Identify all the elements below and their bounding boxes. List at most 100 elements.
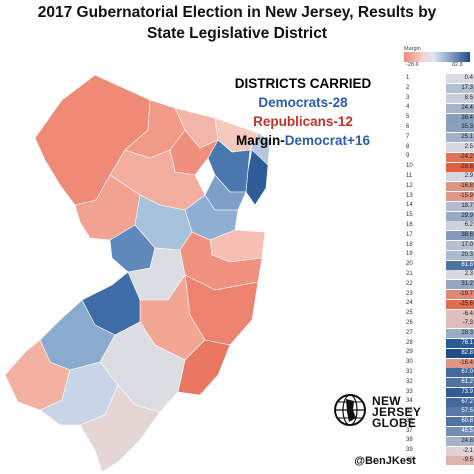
- district-row: 29 82.8: [404, 348, 474, 358]
- district-number: 33: [406, 388, 413, 395]
- summary-margin-value: Democrat+16: [284, 133, 370, 148]
- district-margin-value: -24.2: [459, 153, 473, 160]
- district-margin-value: 28.3: [461, 330, 473, 337]
- district-number: 32: [406, 378, 413, 385]
- district-row: 35 57.5: [404, 407, 474, 417]
- logo-line-2: JERSEY: [372, 405, 422, 419]
- district-margin-value: 0.4: [464, 75, 473, 82]
- district-number: 23: [406, 290, 413, 297]
- district-margin-cell: 82.8: [446, 348, 474, 358]
- district-row: 32 61.2: [404, 378, 474, 388]
- district-number: 40: [406, 457, 413, 464]
- summary-democrats: Democrats-28: [258, 95, 348, 110]
- district-number: 1: [406, 75, 410, 81]
- district-number: 9: [406, 153, 410, 160]
- district-margin-cell: 73.9: [446, 387, 474, 397]
- district-margin-value: 61.2: [461, 379, 473, 386]
- summary-margin: Margin-Democrat+16: [228, 131, 378, 150]
- district-margin-cell: 38.6: [446, 231, 474, 241]
- district-number: 14: [406, 202, 413, 209]
- district-number: 35: [406, 408, 413, 415]
- district-margin-cell: 24.4: [446, 103, 474, 113]
- district-margin-value: 2.9: [464, 173, 473, 180]
- district-margin-cell: 35.3: [446, 123, 474, 133]
- title-line-1: 2017 Gubernatorial Election in New Jerse…: [37, 4, 437, 21]
- district-margin-cell: -25.6: [446, 299, 474, 309]
- district-row: 39 -2.1: [404, 446, 474, 456]
- district-number: 3: [406, 94, 410, 101]
- district-number: 31: [406, 368, 413, 375]
- district-margin-cell: -15.9: [446, 191, 474, 201]
- district-number: 16: [406, 221, 413, 228]
- district-margin-value: 17.0: [461, 241, 473, 248]
- district-row: 25 -6.4: [404, 309, 474, 319]
- title-line-2: State Legislative District: [146, 25, 328, 42]
- district-margin-cell: -19.7: [446, 289, 474, 299]
- district-number: 6: [406, 123, 410, 130]
- district-margin-value: -19.7: [459, 290, 473, 297]
- district-margin-value: -6.4: [462, 310, 473, 317]
- district-margin-cell: -16.8: [446, 182, 474, 192]
- district-row: 18 17.0: [404, 240, 474, 251]
- district-row: 14 18.7: [404, 201, 474, 211]
- district-margin-cell: 57.5: [446, 407, 474, 417]
- map-title: 2017 Gubernatorial Election in New Jerse…: [0, 2, 474, 44]
- district-margin-cell: 18.7: [446, 201, 474, 211]
- district-row: 15 29.9: [404, 211, 474, 221]
- district-number: 26: [406, 319, 413, 326]
- district-margin-value: 2.3: [464, 271, 473, 278]
- district-number: 30: [406, 359, 413, 366]
- district-margin-cell: 29.9: [446, 211, 474, 221]
- district-margin-value: 35.3: [461, 124, 473, 131]
- district-row: 8 2.5: [404, 142, 474, 153]
- district-margin-cell: 6.2: [446, 221, 474, 231]
- district-margin-value: -15.9: [459, 192, 473, 199]
- legend-ends: -28.6 82.8: [404, 62, 474, 70]
- district-margin-cell: 25.1: [446, 133, 474, 143]
- district-row: 30 -16.4: [404, 358, 474, 368]
- district-row: 21 2.3: [404, 270, 474, 280]
- district-row: 31 67.0: [404, 368, 474, 378]
- district-margin-value: 76.1: [461, 339, 473, 346]
- legend-gradient: [404, 52, 470, 62]
- logo-line-3: GLOBE: [372, 416, 417, 430]
- district-number: 39: [406, 447, 413, 454]
- district-number: 18: [406, 241, 413, 248]
- district-row: 20 61.8: [404, 260, 474, 270]
- summary-margin-label: Margin-: [236, 133, 285, 148]
- district-margin-value: -2.1: [462, 447, 473, 454]
- district-number: 13: [406, 192, 413, 199]
- district-number: 29: [406, 349, 413, 356]
- district-number: 28: [406, 339, 413, 346]
- district-margin-value: -28.8: [459, 163, 473, 170]
- district-margin-cell: 20.3: [446, 250, 474, 260]
- logo-line-1: NEW: [372, 394, 401, 408]
- district-number: 19: [406, 251, 413, 258]
- author-credit: @BenJKest: [354, 455, 416, 467]
- district-margin-value: 73.9: [461, 388, 473, 395]
- district-margin-value: 60.8: [461, 418, 473, 425]
- district-margin-cell: 2.9: [446, 172, 474, 182]
- legend-max-label: 82.8: [452, 62, 463, 68]
- district-number: 37: [406, 427, 413, 434]
- district-margin-cell: -16.4: [446, 358, 474, 368]
- district-row: 26 -7.3: [404, 319, 474, 329]
- district-margin-table: 1 0.4 2 17.3 3 8.5 4 24.4 5 36.4 6 35.3 7 25.1 8 2.5 9 -2…: [404, 74, 474, 466]
- district-margin-value: -16.4: [459, 359, 473, 366]
- district-margin-value: -16.8: [459, 183, 473, 190]
- district-margin-cell: 60.8: [446, 417, 474, 427]
- district-number: 7: [406, 133, 410, 140]
- summary-republicans: Republicans-12: [253, 114, 353, 129]
- district-row: 34 67.2: [404, 397, 474, 407]
- district-row: 17 38.6: [404, 231, 474, 241]
- district-margin-value: 67.2: [461, 398, 473, 405]
- district-row: 13 -15.9: [404, 191, 474, 202]
- district-number: 24: [406, 300, 413, 307]
- district-margin-cell: -28.8: [446, 162, 474, 172]
- district-row: 12 -16.8: [404, 182, 474, 192]
- district-number: 34: [406, 398, 413, 405]
- district-margin-cell: 61.2: [446, 378, 474, 388]
- district-margin-value: 20.3: [461, 251, 473, 258]
- district-row: 40 -9.5: [404, 456, 474, 466]
- district-row: 16 6.2: [404, 221, 474, 231]
